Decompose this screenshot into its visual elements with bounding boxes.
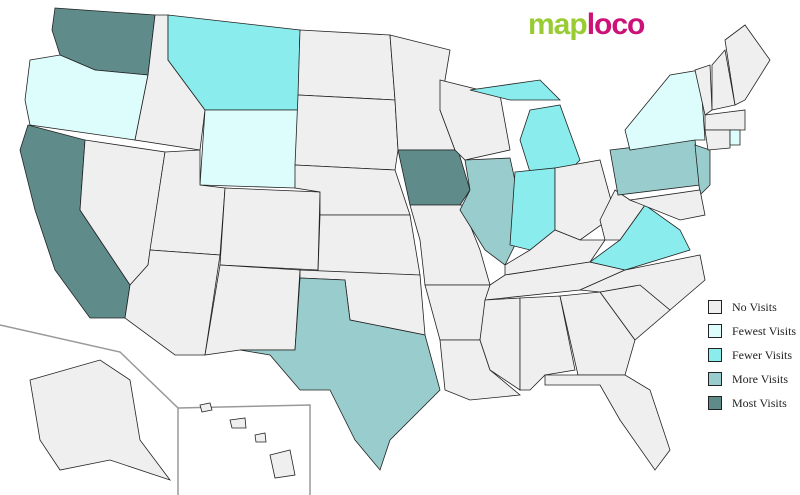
state-hawaii[interactable] — [254, 432, 267, 443]
state-hawaii[interactable] — [229, 417, 247, 429]
legend-swatch — [708, 300, 722, 314]
state-arkansas[interactable] — [424, 284, 491, 341]
state-georgia[interactable] — [559, 291, 636, 376]
legend-swatch — [708, 396, 722, 410]
alaska-inset-border — [0, 324, 179, 495]
state-rhode-island[interactable] — [729, 129, 741, 146]
legend-most-visits: Most Visits — [708, 391, 796, 415]
legend-label: Fewer Visits — [732, 347, 793, 362]
state-iowa[interactable] — [397, 149, 471, 206]
legend-label: No Visits — [732, 299, 777, 314]
state-south-dakota[interactable] — [294, 94, 399, 171]
state-kansas[interactable] — [317, 214, 421, 276]
legend-swatch — [708, 324, 722, 338]
legend: No Visits Fewest Visits Fewer Visits Mor… — [708, 295, 796, 415]
legend-label: Fewest Visits — [732, 323, 797, 338]
logo-map: map — [528, 8, 588, 41]
state-texas[interactable] — [239, 277, 441, 471]
state-illinois[interactable] — [459, 157, 526, 266]
logo-loco: loco — [586, 8, 646, 41]
state-connecticut[interactable] — [704, 129, 731, 151]
hawaii-inset-border — [177, 404, 311, 495]
state-new-york[interactable] — [624, 69, 706, 151]
state-north-dakota[interactable] — [297, 29, 396, 101]
state-alaska[interactable] — [29, 359, 172, 481]
state-florida[interactable] — [544, 374, 671, 471]
state-maine[interactable] — [724, 24, 771, 106]
legend-more-visits: More Visits — [708, 367, 796, 391]
state-new-jersey[interactable] — [694, 144, 711, 196]
state-colorado[interactable] — [219, 187, 321, 271]
state-massachusetts[interactable] — [704, 109, 746, 131]
state-pennsylvania[interactable] — [609, 139, 701, 196]
legend-fewer-visits: Fewer Visits — [708, 343, 796, 367]
maploco-logo: maploco — [528, 8, 646, 42]
legend-label: More Visits — [732, 371, 789, 386]
state-michigan[interactable] — [469, 79, 561, 101]
legend-swatch — [708, 348, 722, 362]
state-maryland[interactable] — [628, 189, 706, 221]
state-north-carolina[interactable] — [578, 254, 706, 311]
state-hawaii[interactable] — [269, 449, 296, 479]
legend-swatch — [708, 372, 722, 386]
legend-label: Most Visits — [732, 395, 787, 410]
legend-fewest-visits: Fewest Visits — [708, 319, 796, 343]
state-arizona[interactable] — [124, 249, 221, 356]
state-michigan[interactable] — [519, 104, 581, 173]
legend-no-visits: No Visits — [708, 295, 796, 319]
state-mississippi[interactable] — [479, 297, 521, 391]
state-hawaii[interactable] — [199, 402, 213, 413]
state-new-mexico[interactable] — [204, 264, 301, 356]
state-wyoming[interactable] — [199, 109, 299, 189]
